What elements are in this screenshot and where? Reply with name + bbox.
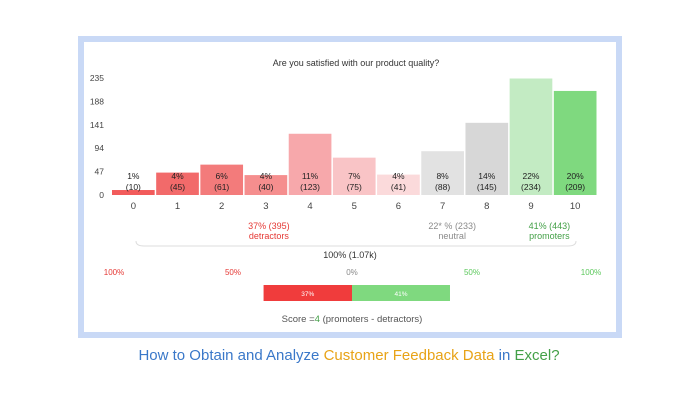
bar-percent-label-9: 22% [522,171,539,181]
bar-3 [244,175,288,195]
bar-4 [288,133,332,195]
y-tick-label-0: 0 [99,190,104,200]
bar-percent-label-7: 8% [436,171,449,181]
nps-promoters-label: 41% [394,291,407,298]
scale-label-0: 100% [104,268,124,277]
score-suffix: (promoters - detractors) [320,314,422,325]
chart-title: Are you satisfied with our product quali… [273,58,440,68]
chart-svg: Are you satisfied with our product quali… [90,58,601,325]
footer-title-part-0: How to Obtain and Analyze [138,347,324,364]
nps-promoters-bar [352,285,450,301]
bar-count-label-5: (75) [347,182,362,192]
bar-percent-label-8: 14% [478,171,495,181]
groups-brace [135,240,577,247]
bar-count-label-3: (40) [258,182,273,192]
bar-count-label-0: (10) [126,182,141,192]
scale-label-2: 0% [346,268,358,277]
nps-detractors-bar [263,285,352,301]
scale-label-4: 100% [581,268,601,277]
bar-percent-label-10: 20% [567,171,584,181]
x-tick-label-2: 2 [219,201,224,212]
footer-title: How to Obtain and Analyze Customer Feedb… [0,347,698,364]
group-label-neutral: neutral [438,231,466,241]
group-label-detractors: detractors [249,231,290,241]
bar-percent-label-3: 4% [260,171,273,181]
bar-percent-label-2: 6% [216,171,229,181]
score-line: Score =4 (promoters - detractors) [282,314,423,325]
x-tick-label-3: 3 [263,201,268,212]
chart-frame: Are you satisfied with our product quali… [78,36,622,338]
y-tick-label-4: 188 [90,96,104,106]
footer-title-part-2: in [494,347,515,364]
group-value-promoters: 41% (443) [529,221,571,231]
bar-percent-label-5: 7% [348,171,361,181]
y-tick-label-2: 94 [95,143,105,153]
bar-count-label-9: (234) [521,182,541,192]
bar-10 [553,90,597,195]
y-tick-label-1: 47 [95,167,105,177]
bar-count-label-4: (123) [300,182,320,192]
total-label: 100% (1.07k) [323,250,377,260]
x-tick-label-5: 5 [352,201,357,212]
bar-8 [465,122,509,195]
bar-count-label-2: (61) [214,182,229,192]
footer-title-part-3: Excel? [514,347,560,364]
bar-0 [112,190,155,195]
bar-series: 1%(10)04%(45)16%(61)24%(40)311%(123)47%(… [112,78,597,212]
scale-label-3: 50% [464,268,480,277]
group-value-detractors: 37% (395) [248,221,290,231]
bar-percent-label-6: 4% [392,171,405,181]
bar-percent-label-4: 11% [302,171,319,181]
group-label-promoters: promoters [529,231,570,241]
bar-6 [377,174,420,195]
bar-7 [421,151,464,195]
group-value-neutral: 22* % (233) [428,221,476,231]
footer-title-part-1: Customer Feedback Data [323,347,495,364]
nps-detractors-label: 37% [301,291,314,298]
bar-count-label-6: (41) [391,182,406,192]
bar-percent-label-1: 4% [171,171,184,181]
bar-count-label-8: (145) [477,182,497,192]
bar-5 [332,157,376,195]
x-tick-label-10: 10 [570,201,581,212]
x-tick-label-4: 4 [307,201,312,212]
summary-panel: 37% (395)detractors 22* % (233)neutral 41%… [104,221,601,325]
x-tick-label-6: 6 [396,201,401,212]
y-tick-label-5: 235 [90,73,104,83]
bar-count-label-1: (45) [170,182,185,192]
bar-1 [156,172,199,195]
bar-percent-label-0: 1% [127,171,140,181]
score-value: 4 [315,314,320,325]
x-tick-label-0: 0 [131,201,136,212]
y-axis: 0 47 94 141 188 235 [90,73,104,200]
scale-label-1: 50% [225,268,241,277]
bar-2 [200,164,244,195]
score-prefix: Score = [282,314,315,325]
x-tick-label-1: 1 [175,201,180,212]
x-tick-label-7: 7 [440,201,445,212]
bar-9 [509,78,553,195]
y-tick-label-3: 141 [90,120,104,130]
bar-count-label-10: (209) [565,182,585,192]
x-tick-label-8: 8 [484,201,489,212]
bar-count-label-7: (88) [435,182,450,192]
x-tick-label-9: 9 [528,201,533,212]
